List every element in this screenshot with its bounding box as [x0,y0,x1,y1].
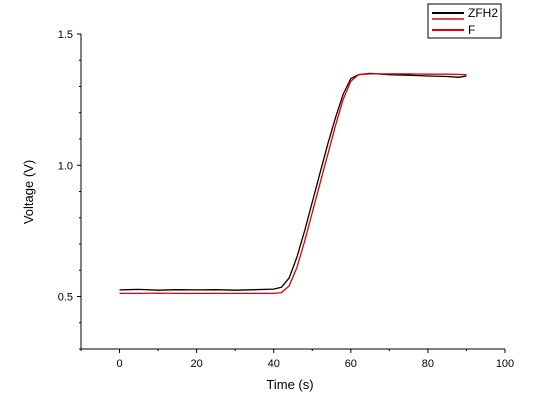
y-tick-label: 1.5 [58,29,73,41]
x-tick-label: 80 [422,358,434,370]
series-line-zfh2 [119,72,467,291]
y-axis-title: Voltage (V) [21,160,36,224]
x-tick-label: 60 [345,358,357,370]
x-tick-label: 100 [496,358,514,370]
x-tick-label: 20 [191,358,203,370]
y-tick-label: 0.5 [58,292,73,304]
y-axis-ticks: 0.5 1.0 1.5 [58,29,81,350]
legend-label-zfh2: ZFH2 [468,6,498,20]
legend-label-f: F [468,23,475,37]
x-tick-label: 0 [116,358,122,370]
legend-box [427,3,502,39]
x-axis-ticks: 0 20 40 60 80 100 [80,349,514,370]
x-axis-title: Time (s) [266,377,313,392]
series-line-f [119,73,467,295]
x-tick-label: 40 [268,358,280,370]
y-tick-label: 1.0 [58,160,73,172]
legend: ZFH2 F [427,3,502,39]
series-layer [119,72,467,295]
